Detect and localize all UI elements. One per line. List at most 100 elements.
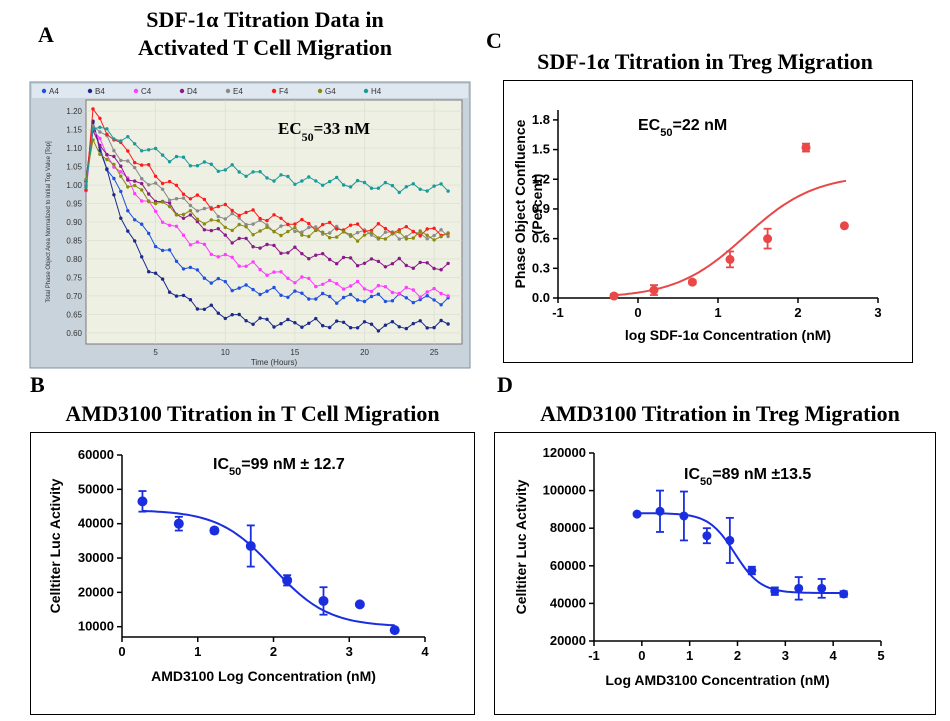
chart-a-point xyxy=(126,185,130,189)
chart-a-point xyxy=(209,218,213,222)
chart-c-ytick-label: 1.8 xyxy=(532,112,550,127)
chart-a-point xyxy=(279,322,283,326)
chart-a-point xyxy=(251,322,255,326)
chart-a-point xyxy=(216,276,220,281)
chart-a-point xyxy=(321,324,325,328)
chart-c-ytick-label: 0.6 xyxy=(532,231,550,246)
chart-a-point xyxy=(160,153,165,157)
chart-a-point xyxy=(279,224,283,228)
chart-a-point xyxy=(223,279,227,284)
chart-a-point xyxy=(181,155,186,159)
chart-a-point xyxy=(209,162,213,166)
chart-a-point xyxy=(140,255,144,259)
chart-a-point xyxy=(216,204,220,209)
chart-a-point xyxy=(439,228,443,232)
chart-a-point xyxy=(328,325,332,330)
chart-a-point xyxy=(328,179,332,184)
chart-a-point xyxy=(209,207,213,211)
chart-a-point xyxy=(341,295,346,300)
chart-d-point xyxy=(747,566,757,575)
chart-a-point xyxy=(404,326,408,331)
chart-b-point xyxy=(389,625,400,636)
chart-a-point xyxy=(397,291,401,296)
chart-a-legend-label: D4 xyxy=(187,87,198,96)
chart-a-point xyxy=(251,208,255,212)
chart-a-ytick-label: 0.95 xyxy=(66,200,82,209)
chart-c-xlabel: log SDF-1α Concentration (nM) xyxy=(625,327,831,343)
chart-d: 20000 40000 60000 80000 100000 120000 -1 0 1 2 3 4 5… xyxy=(494,432,936,715)
chart-a-point xyxy=(376,236,381,240)
chart-a-point xyxy=(140,199,144,203)
chart-a-point xyxy=(223,168,227,172)
chart-a-point xyxy=(286,295,290,299)
chart-a-point xyxy=(237,286,241,290)
chart-a-point xyxy=(425,233,429,237)
chart-a-point xyxy=(140,188,144,192)
chart-a-point xyxy=(279,233,283,238)
chart-a-point xyxy=(404,263,408,268)
chart-a-legend-marker xyxy=(179,88,185,94)
chart-a-ytick-label: 1.00 xyxy=(66,181,82,190)
chart-a-point xyxy=(181,216,186,220)
chart-a-point xyxy=(195,307,200,311)
chart-a-point xyxy=(216,311,220,315)
chart-a-point xyxy=(188,197,193,201)
chart-a-point xyxy=(167,198,172,202)
chart-a-point xyxy=(348,284,353,288)
chart-a-point xyxy=(314,284,318,289)
chart-a-point xyxy=(188,203,193,208)
chart-b-xtick-label: 0 xyxy=(118,644,125,659)
chart-a-point xyxy=(258,246,262,250)
chart-a-point xyxy=(174,213,179,217)
chart-a-point xyxy=(355,230,360,235)
chart-b-point xyxy=(173,518,184,529)
chart-a-ytick-label: 1.20 xyxy=(66,107,82,116)
chart-a-point xyxy=(411,182,415,186)
chart-a-point xyxy=(341,255,346,260)
chart-a-point xyxy=(341,287,346,291)
chart-a-ytick-label: 0.90 xyxy=(66,218,82,227)
chart-a-point xyxy=(147,163,151,167)
chart-a-point xyxy=(293,245,297,249)
chart-a-point xyxy=(307,297,311,301)
chart-d-point xyxy=(794,583,804,593)
chart-a-point xyxy=(307,234,311,239)
chart-c-point xyxy=(649,285,659,295)
chart-a-point xyxy=(355,298,360,302)
chart-a-point xyxy=(265,289,269,293)
chart-a-point xyxy=(216,227,220,231)
chart-a-point xyxy=(335,301,339,305)
chart-c-xtick-label: -1 xyxy=(552,305,564,320)
chart-a-point xyxy=(133,218,137,222)
chart-d-ytick-label: 40000 xyxy=(550,595,586,610)
chart-a-legend-label: G4 xyxy=(325,87,336,96)
chart-a-ytick-label: 1.05 xyxy=(66,163,82,172)
chart-a-point xyxy=(188,243,193,247)
chart-a-point xyxy=(411,321,415,326)
chart-c-ytick-label: 0.9 xyxy=(532,201,550,216)
chart-a-point xyxy=(216,255,220,259)
chart-a-point xyxy=(293,229,297,234)
chart-a-point xyxy=(300,275,304,279)
chart-a-point xyxy=(147,231,151,236)
chart-c-xtick-label: 0 xyxy=(634,305,641,320)
chart-c-point xyxy=(801,143,811,153)
chart-a-point xyxy=(293,289,297,293)
chart-a-point xyxy=(230,228,234,233)
panel-letter-d: D xyxy=(497,372,513,397)
chart-a-point xyxy=(223,202,227,207)
chart-a-point xyxy=(147,148,151,152)
chart-a-point xyxy=(181,212,186,217)
chart-d-ytick-label: 20000 xyxy=(550,633,586,648)
chart-a-point xyxy=(244,319,248,323)
chart-a-point xyxy=(195,209,200,213)
chart-b-ytick-label: 60000 xyxy=(78,447,114,462)
chart-a-point xyxy=(126,159,130,163)
chart-a-point xyxy=(355,239,360,243)
chart-a-point xyxy=(418,229,422,233)
chart-a-point xyxy=(411,236,415,240)
chart-a-point xyxy=(188,209,193,213)
chart-a-point xyxy=(446,231,450,235)
chart-a-point xyxy=(133,191,137,196)
chart-a-point xyxy=(160,220,165,224)
